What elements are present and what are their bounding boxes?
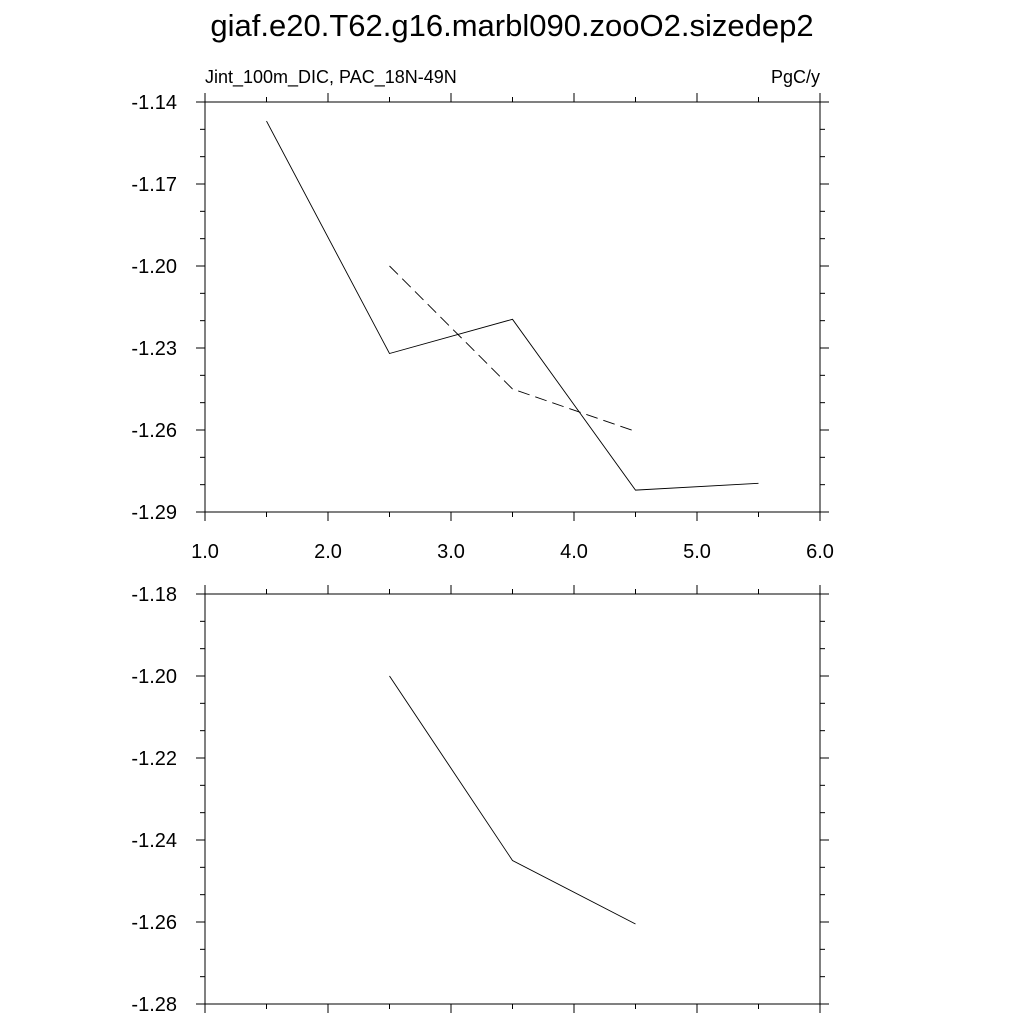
y-tick-label: -1.17 (131, 174, 177, 196)
y-tick-label: -1.29 (131, 502, 177, 524)
y-tick-label: -1.22 (131, 748, 177, 770)
y-tick-label: -1.26 (131, 420, 177, 442)
x-tick-label: 2.0 (314, 541, 342, 563)
y-tick-label: -1.18 (131, 584, 177, 606)
x-tick-label: 6.0 (806, 541, 834, 563)
chart-title: giaf.e20.T62.g16.marbl090.zooO2.sizedep2 (210, 8, 814, 43)
y-tick-label: -1.20 (131, 256, 177, 278)
x-tick-label: 5.0 (683, 541, 711, 563)
solid-series-line (266, 120, 759, 491)
solid-series-line (389, 675, 636, 925)
plot-frame (204, 593, 821, 1005)
plot-frame (204, 101, 821, 513)
y-tick-label: -1.28 (131, 994, 177, 1016)
y-tick-label: -1.24 (131, 830, 177, 852)
x-tick-label: 3.0 (437, 541, 465, 563)
x-tick-label: 4.0 (560, 541, 588, 563)
dashed-series-line (389, 265, 636, 432)
chart-units-label: PgC/y (770, 67, 820, 87)
x-tick-label: 1.0 (191, 541, 219, 563)
y-tick-label: -1.26 (131, 912, 177, 934)
y-tick-label: -1.14 (131, 92, 177, 114)
top-panel: 1.0 2.0 3.0 4.0 5.0 6.0 -1.14 -1.17 -1.20 -1.23 -1… (131, 92, 834, 563)
bottom-panel: -1.18 -1.20 -1.22 -1.24 -1.26 -1.28 (131, 584, 829, 1016)
y-tick-label: -1.23 (131, 338, 177, 360)
chart-subtitle-left: Jint_100m_DIC, PAC_18N-49N (205, 67, 457, 87)
y-tick-label: -1.20 (131, 666, 177, 688)
